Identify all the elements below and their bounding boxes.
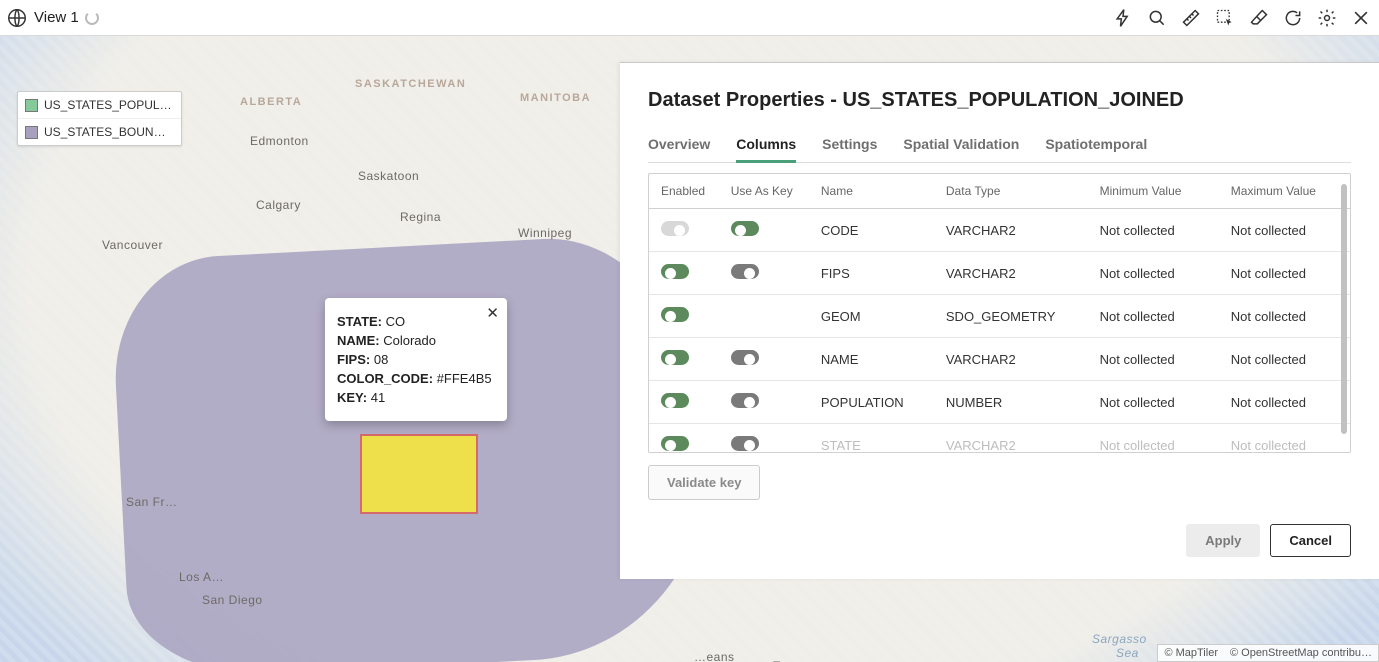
columns-row: FIPSVARCHAR2Not collectedNot collected xyxy=(649,252,1350,295)
col-min: Not collected xyxy=(1088,295,1219,338)
toggle-switch[interactable] xyxy=(661,393,689,408)
top-toolbar: View 1 xyxy=(0,0,1379,36)
panel-tabs: Overview Columns Settings Spatial Valida… xyxy=(648,130,1351,163)
close-icon[interactable] xyxy=(1351,8,1371,28)
toggle-switch[interactable] xyxy=(731,350,759,365)
columns-row: CODEVARCHAR2Not collectedNot collected xyxy=(649,209,1350,252)
col-type: VARCHAR2 xyxy=(934,209,1088,252)
legend-item[interactable]: US_STATES_POPULATIO… xyxy=(18,92,181,118)
validate-key-button[interactable]: Validate key xyxy=(648,465,760,500)
panel-actions: Apply Cancel xyxy=(648,524,1351,557)
legend-swatch xyxy=(25,126,38,139)
popup-row: KEY: 41 xyxy=(337,390,495,405)
legend-label: US_STATES_POPULATIO… xyxy=(44,98,174,112)
map-attribution: © MapTiler © OpenStreetMap contribu… xyxy=(1157,644,1379,662)
col-max: Not collected xyxy=(1219,252,1350,295)
col-max: Not collected xyxy=(1219,209,1350,252)
apply-button[interactable]: Apply xyxy=(1186,524,1260,557)
toggle-switch[interactable] xyxy=(731,436,759,451)
feature-info-popup: ✕ STATE: CO NAME: Colorado FIPS: 08 COLO… xyxy=(325,298,507,421)
col-type: VARCHAR2 xyxy=(934,338,1088,381)
tab-overview[interactable]: Overview xyxy=(648,130,710,162)
col-min: Not collected xyxy=(1088,252,1219,295)
toggle-switch[interactable] xyxy=(661,350,689,365)
loading-spinner-icon xyxy=(85,11,99,25)
cancel-button[interactable]: Cancel xyxy=(1270,524,1351,557)
col-min: Not collected xyxy=(1088,381,1219,424)
col-header: Minimum Value xyxy=(1088,174,1219,209)
col-name: GEOM xyxy=(809,295,934,338)
col-header: Data Type xyxy=(934,174,1088,209)
col-type: NUMBER xyxy=(934,381,1088,424)
toggle-switch[interactable] xyxy=(661,221,689,236)
toggle-switch[interactable] xyxy=(661,264,689,279)
col-name: POPULATION xyxy=(809,381,934,424)
popup-close-icon[interactable]: ✕ xyxy=(486,304,499,322)
tab-spatiotemporal[interactable]: Spatiotemporal xyxy=(1045,130,1147,162)
columns-row: NAMEVARCHAR2Not collectedNot collected xyxy=(649,338,1350,381)
globe-icon xyxy=(6,7,28,29)
columns-grid-scroll[interactable]: Enabled Use As Key Name Data Type Minimu… xyxy=(649,174,1350,452)
columns-header-row: Enabled Use As Key Name Data Type Minimu… xyxy=(649,174,1350,209)
popup-row: NAME: Colorado xyxy=(337,333,495,348)
popup-row: COLOR_CODE: #FFE4B5 xyxy=(337,371,495,386)
refresh-icon[interactable] xyxy=(1283,8,1303,28)
columns-row-cutoff: STATEVARCHAR2Not collectedNot collected xyxy=(649,424,1350,453)
lightning-icon[interactable] xyxy=(1113,8,1133,28)
columns-row: POPULATIONNUMBERNot collectedNot collect… xyxy=(649,381,1350,424)
toggle-switch[interactable] xyxy=(731,393,759,408)
eraser-icon[interactable] xyxy=(1249,8,1269,28)
col-max: Not collected xyxy=(1219,295,1350,338)
toolbar-right xyxy=(1113,8,1371,28)
col-header: Enabled xyxy=(649,174,719,209)
toggle-switch[interactable] xyxy=(661,307,689,322)
col-header: Maximum Value xyxy=(1219,174,1350,209)
legend-item[interactable]: US_STATES_BOUNDARY xyxy=(18,118,181,145)
search-icon[interactable] xyxy=(1147,8,1167,28)
dataset-properties-panel: Dataset Properties - US_STATES_POPULATIO… xyxy=(620,62,1379,579)
toggle-switch[interactable] xyxy=(731,221,759,236)
popup-row: FIPS: 08 xyxy=(337,352,495,367)
columns-grid: Enabled Use As Key Name Data Type Minimu… xyxy=(648,173,1351,453)
attribution-text: © OpenStreetMap contribu… xyxy=(1230,647,1372,659)
col-max: Not collected xyxy=(1219,338,1350,381)
toggle-switch[interactable] xyxy=(661,436,689,451)
highlighted-state-colorado[interactable] xyxy=(360,434,478,514)
attribution-text: © MapTiler xyxy=(1164,647,1218,659)
view-title: View 1 xyxy=(34,9,79,26)
select-rect-icon[interactable] xyxy=(1215,8,1235,28)
col-type: SDO_GEOMETRY xyxy=(934,295,1088,338)
col-header: Use As Key xyxy=(719,174,809,209)
legend-swatch xyxy=(25,99,38,112)
col-name: CODE xyxy=(809,209,934,252)
col-min: Not collected xyxy=(1088,338,1219,381)
layer-legend: US_STATES_POPULATIO… US_STATES_BOUNDARY xyxy=(17,91,182,146)
col-name: NAME xyxy=(809,338,934,381)
toolbar-left: View 1 xyxy=(6,7,99,29)
col-header: Name xyxy=(809,174,934,209)
legend-label: US_STATES_BOUNDARY xyxy=(44,125,174,139)
col-name: FIPS xyxy=(809,252,934,295)
col-max: Not collected xyxy=(1219,381,1350,424)
col-min: Not collected xyxy=(1088,209,1219,252)
panel-title: Dataset Properties - US_STATES_POPULATIO… xyxy=(648,89,1351,112)
columns-row: GEOMSDO_GEOMETRYNot collectedNot collect… xyxy=(649,295,1350,338)
tab-columns[interactable]: Columns xyxy=(736,130,796,162)
col-type: VARCHAR2 xyxy=(934,252,1088,295)
toggle-switch[interactable] xyxy=(731,264,759,279)
tab-settings[interactable]: Settings xyxy=(822,130,877,162)
popup-row: STATE: CO xyxy=(337,314,495,329)
ruler-icon[interactable] xyxy=(1181,8,1201,28)
tab-spatial-validation[interactable]: Spatial Validation xyxy=(903,130,1019,162)
columns-table: Enabled Use As Key Name Data Type Minimu… xyxy=(649,174,1350,452)
gear-icon[interactable] xyxy=(1317,8,1337,28)
